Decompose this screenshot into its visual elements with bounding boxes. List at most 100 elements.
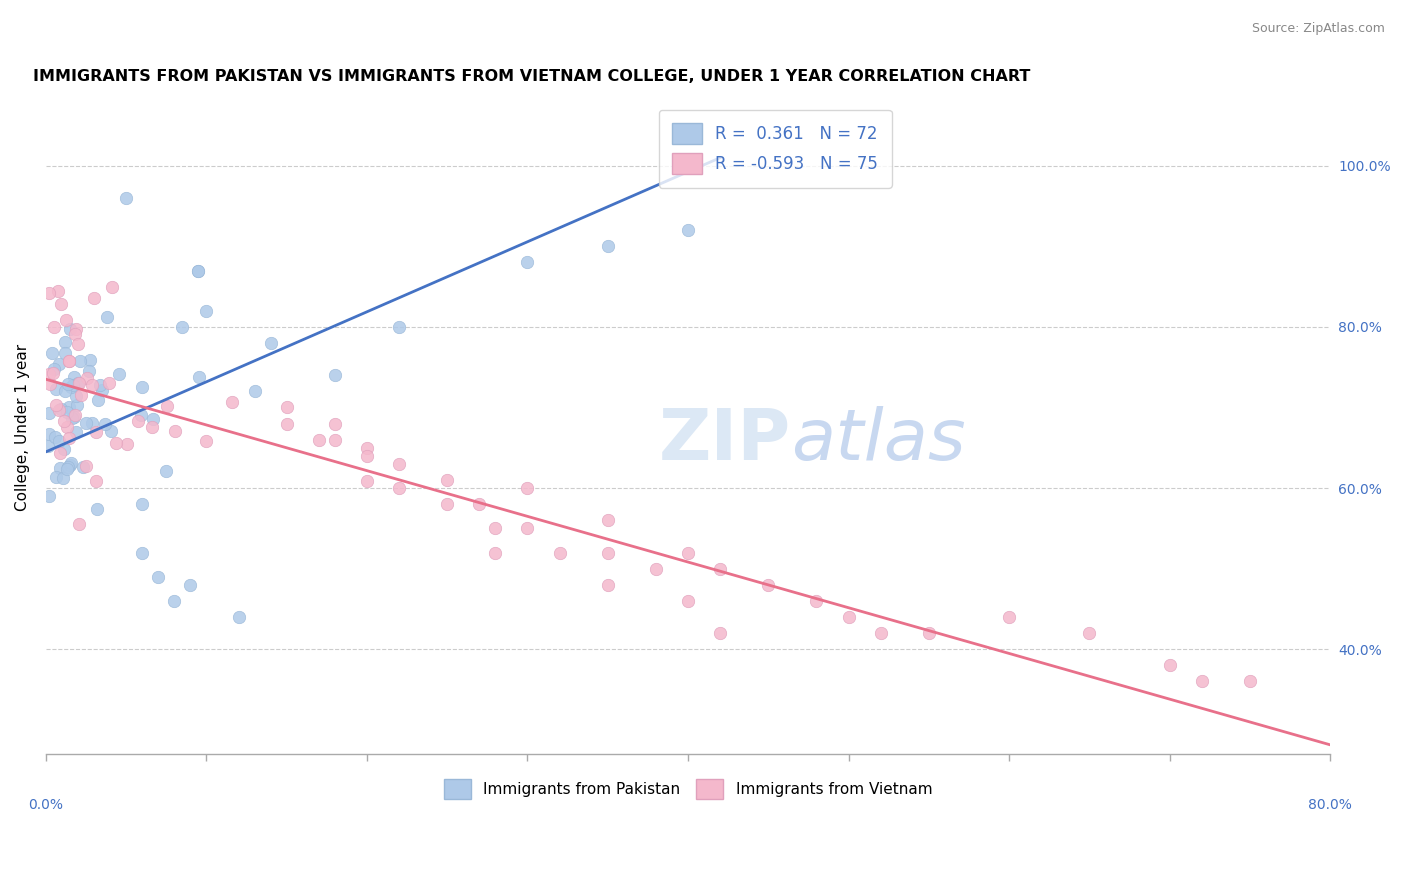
Point <box>38 285 60 300</box>
Point <box>45 383 67 397</box>
Point <box>388 457 411 471</box>
Point <box>48 403 70 417</box>
Text: 0.0%: 0.0% <box>28 798 63 813</box>
Point <box>276 417 298 431</box>
Point <box>65 389 87 403</box>
Point <box>356 441 378 455</box>
Point <box>998 610 1021 624</box>
Point <box>49 401 72 416</box>
Point <box>86 392 108 407</box>
Point <box>918 626 941 640</box>
Point <box>72 460 94 475</box>
Point <box>709 626 731 640</box>
Text: IMMIGRANTS FROM PAKISTAN VS IMMIGRANTS FROM VIETNAM COLLEGE, UNDER 1 YEAR CORREL: IMMIGRANTS FROM PAKISTAN VS IMMIGRANTS F… <box>34 69 1031 84</box>
Point <box>105 435 128 450</box>
Point <box>69 353 91 368</box>
Point <box>195 434 218 448</box>
Point <box>388 481 411 495</box>
Point <box>89 378 111 392</box>
Point <box>101 279 124 293</box>
Point <box>323 433 346 447</box>
Point <box>67 376 90 391</box>
Point <box>195 303 218 318</box>
Point <box>52 471 75 485</box>
Point <box>75 458 97 473</box>
Point <box>63 369 86 384</box>
Point <box>115 191 138 205</box>
Text: ZIP: ZIP <box>658 406 790 475</box>
Point <box>58 459 80 474</box>
Point <box>163 594 186 608</box>
Point <box>869 626 891 640</box>
Point <box>53 345 76 359</box>
Point <box>84 425 107 440</box>
Point <box>48 357 70 371</box>
Point <box>44 429 66 443</box>
Point <box>709 561 731 575</box>
Point <box>131 545 153 559</box>
Point <box>70 388 93 402</box>
Point <box>63 327 86 342</box>
Point <box>49 297 72 311</box>
Y-axis label: College, Under 1 year: College, Under 1 year <box>15 344 30 511</box>
Point <box>97 376 120 391</box>
Text: Source: ZipAtlas.com: Source: ZipAtlas.com <box>1251 22 1385 36</box>
Text: atlas: atlas <box>790 406 966 475</box>
Legend: Immigrants from Pakistan, Immigrants from Vietnam: Immigrants from Pakistan, Immigrants fro… <box>437 773 938 805</box>
Point <box>484 521 506 535</box>
Point <box>179 578 201 592</box>
Point <box>516 481 538 495</box>
Point <box>187 263 209 277</box>
Point <box>127 414 149 428</box>
Point <box>1191 674 1213 689</box>
Point <box>188 370 211 384</box>
Point <box>388 320 411 334</box>
Point <box>86 502 108 516</box>
Point <box>48 461 70 475</box>
Point <box>141 420 163 434</box>
Point <box>90 383 112 397</box>
Point <box>38 426 60 441</box>
Point <box>84 474 107 488</box>
Point <box>77 364 100 378</box>
Point <box>676 594 699 608</box>
Point <box>45 470 67 484</box>
Point <box>676 545 699 559</box>
Point <box>436 497 458 511</box>
Point <box>129 408 152 422</box>
Point <box>806 594 828 608</box>
Point <box>55 420 77 434</box>
Point <box>62 377 84 392</box>
Point <box>37 439 59 453</box>
Point <box>93 417 115 432</box>
Point <box>148 570 170 584</box>
Point <box>56 405 79 419</box>
Point <box>58 353 80 368</box>
Point <box>80 416 103 430</box>
Point <box>516 255 538 269</box>
Point <box>38 489 60 503</box>
Point <box>45 398 67 412</box>
Point <box>163 424 186 438</box>
Point <box>156 399 179 413</box>
Point <box>80 378 103 392</box>
Point <box>516 521 538 535</box>
Point <box>67 516 90 531</box>
Point <box>48 434 70 448</box>
Point <box>83 291 105 305</box>
Point <box>53 442 76 456</box>
Point <box>59 456 82 470</box>
Point <box>436 473 458 487</box>
Point <box>38 377 60 392</box>
Point <box>356 449 378 463</box>
Point <box>260 336 283 351</box>
Point <box>79 352 101 367</box>
Point <box>38 406 60 420</box>
Point <box>46 284 69 298</box>
Point <box>323 368 346 383</box>
Point <box>323 417 346 431</box>
Point <box>59 458 82 472</box>
Point <box>53 334 76 349</box>
Point <box>131 497 153 511</box>
Point <box>596 578 619 592</box>
